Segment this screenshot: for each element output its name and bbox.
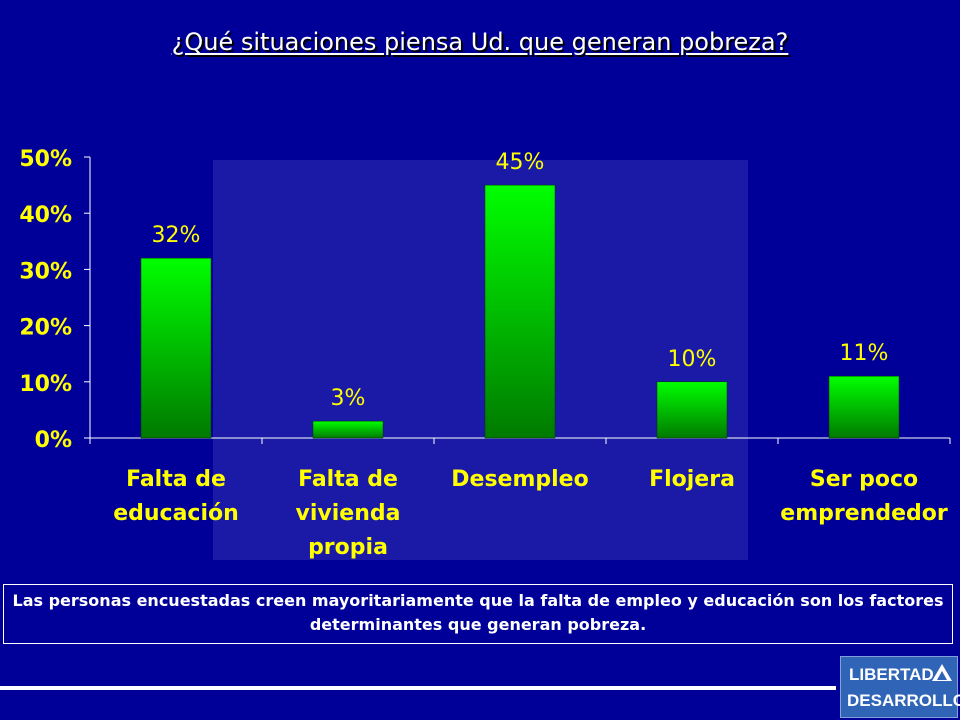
y-tick-label: 20% — [19, 316, 72, 341]
category-label: Desempleo — [451, 467, 588, 492]
category-label: emprendedor — [780, 501, 948, 526]
bar — [140, 257, 212, 439]
category-label: Falta de — [126, 467, 226, 492]
data-label: 3% — [331, 386, 366, 411]
summary-note: Las personas encuestadas creen mayoritar… — [3, 584, 953, 644]
logo-text-line2: DESARROLLO — [847, 691, 960, 710]
y-tick-label: 0% — [35, 428, 72, 453]
y-tick-label: 30% — [19, 259, 72, 284]
plot-area-background — [213, 160, 748, 560]
data-label: 45% — [496, 150, 545, 175]
category-label: Falta de — [298, 467, 398, 492]
slide-title: ¿Qué situaciones piensa Ud. que generan … — [171, 28, 789, 56]
bar — [484, 184, 556, 439]
data-label: 10% — [668, 347, 717, 372]
category-label: educación — [113, 501, 239, 526]
bar — [828, 375, 900, 439]
data-label: 32% — [152, 223, 201, 248]
y-tick-label: 10% — [19, 372, 72, 397]
footer-divider — [0, 686, 836, 690]
bar — [312, 420, 384, 439]
category-label: propia — [308, 535, 388, 560]
y-tick-label: 40% — [19, 203, 72, 228]
category-label: vivienda — [296, 501, 401, 526]
category-label: Flojera — [649, 467, 735, 492]
data-label: 11% — [840, 341, 889, 366]
logo-text-line1: LIBERTAD — [849, 665, 934, 684]
category-label: Ser poco — [810, 467, 918, 492]
bar-chart: 0% 10% 20% 30% 40% 50% 32% Falta de educación 3%… — [19, 147, 951, 560]
y-tick-label: 50% — [19, 147, 72, 172]
logo-triangle-icon — [932, 664, 952, 681]
bar — [656, 381, 728, 439]
libertad-desarrollo-logo: LIBERTAD DESARROLLO — [840, 656, 960, 718]
